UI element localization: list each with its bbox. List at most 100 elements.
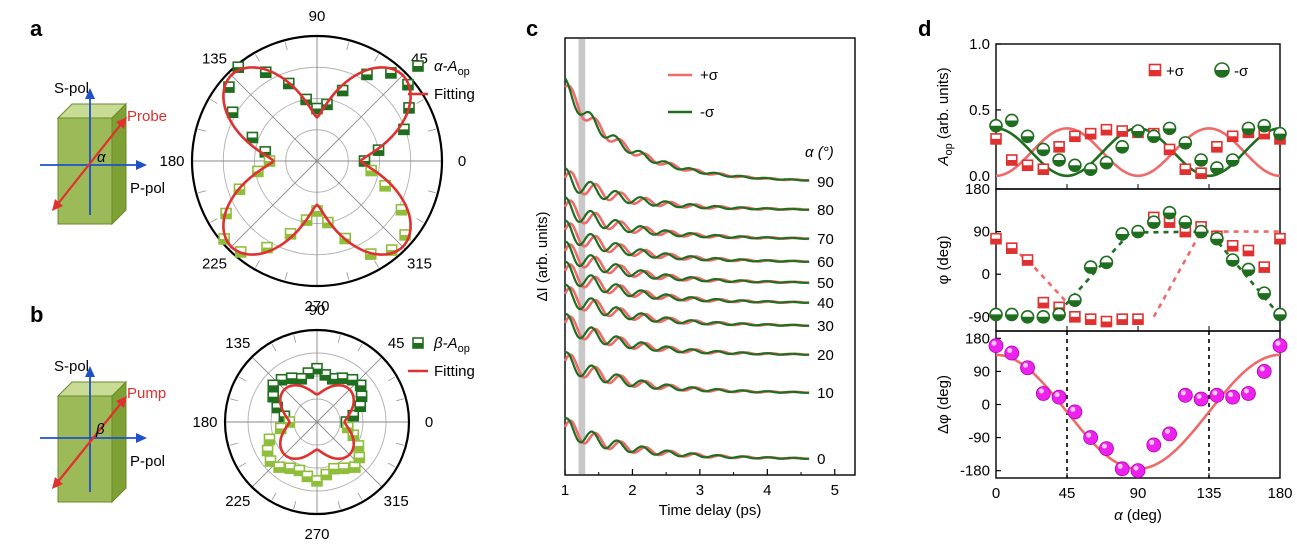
data-point-plus-fill bbox=[1022, 165, 1033, 171]
data-point-plus-fill bbox=[1006, 248, 1017, 254]
trace-minus bbox=[564, 219, 810, 263]
data-point-minus-fill bbox=[1147, 136, 1160, 143]
data-point-fill bbox=[252, 171, 263, 177]
data-point-minus-fill bbox=[1132, 131, 1144, 137]
data-point-minus-fill bbox=[1274, 314, 1286, 321]
polar-angle-label: 225 bbox=[202, 256, 227, 273]
x-axis-label-symbol: α bbox=[1114, 507, 1123, 524]
polar-minor-tick bbox=[210, 218, 218, 223]
trace-offset-label: 20 bbox=[817, 347, 834, 364]
polar-angle-label: 135 bbox=[225, 335, 250, 352]
y-axis-label-suffix: (arb. units) bbox=[935, 67, 952, 143]
data-point-fill bbox=[321, 474, 332, 480]
polar-minor-tick bbox=[387, 376, 396, 382]
data-point-fill bbox=[321, 104, 332, 110]
s-pol-label: S-pol bbox=[54, 358, 89, 375]
data-point-fill bbox=[223, 87, 234, 93]
probe-label: Probe bbox=[127, 108, 167, 125]
legend-marker-data-fill bbox=[413, 66, 423, 71]
data-point-minus-fill bbox=[1100, 162, 1113, 169]
data-point-fill bbox=[396, 209, 407, 215]
polar-minor-tick bbox=[337, 501, 341, 510]
panel-label-a: a bbox=[30, 16, 43, 41]
data-point-minus-fill bbox=[1084, 169, 1097, 176]
polar-minor-tick bbox=[255, 260, 260, 268]
polar-angle-label: 135 bbox=[202, 50, 227, 67]
fit-curve bbox=[222, 66, 412, 256]
pump-arrowhead-1 bbox=[116, 396, 127, 408]
data-point-minus-fill bbox=[1037, 149, 1050, 156]
polar-angle-label: 270 bbox=[304, 298, 329, 315]
polar-minor-tick bbox=[346, 42, 350, 51]
polar-minor-tick bbox=[337, 334, 341, 343]
data-point bbox=[1177, 387, 1193, 403]
data-point-minus-fill bbox=[1053, 160, 1066, 166]
data-point-fill bbox=[312, 108, 322, 114]
data-point-fill bbox=[340, 238, 351, 244]
y-tick-label: 90 bbox=[973, 363, 990, 380]
legend-label-minus: -σ bbox=[1234, 63, 1249, 80]
data-point-highlight bbox=[1054, 392, 1060, 398]
trace-offset-label: 90 bbox=[817, 174, 834, 191]
trace-plus bbox=[563, 419, 810, 461]
polar-minor-tick bbox=[255, 54, 260, 62]
s-pol-arrowhead bbox=[85, 366, 95, 377]
data-point-highlight bbox=[1243, 388, 1249, 394]
data-point-minus-fill bbox=[1084, 267, 1097, 274]
polar-minor-tick bbox=[293, 334, 297, 343]
x-tick-label: 90 bbox=[1130, 485, 1147, 502]
data-point-minus-fill bbox=[1242, 269, 1255, 276]
data-point-plus-fill bbox=[1006, 160, 1017, 165]
panel-label-d: d bbox=[918, 16, 931, 41]
x-tick-label: 3 bbox=[696, 482, 704, 499]
x-axis-label: Time delay (ps) bbox=[659, 502, 762, 519]
legend-marker-plus-fill bbox=[1149, 70, 1161, 76]
data-point-fill bbox=[312, 211, 322, 216]
polar-outer-ring bbox=[190, 34, 444, 288]
data-point-minus-fill bbox=[1132, 231, 1144, 238]
data-point-fill bbox=[328, 468, 339, 474]
polar-minor-tick bbox=[416, 218, 424, 223]
legend-label-sub: op bbox=[458, 343, 470, 355]
data-point-fill bbox=[303, 373, 314, 379]
y-tick-label: 1.0 bbox=[969, 36, 990, 53]
pump-arrow bbox=[56, 401, 123, 484]
data-point-fill bbox=[260, 72, 271, 78]
y-axis-label-sub: op bbox=[943, 143, 955, 155]
data-point-fill bbox=[235, 251, 246, 257]
p-pol-arrowhead bbox=[136, 433, 147, 443]
data-point-plus-fill bbox=[1164, 149, 1175, 155]
data-point bbox=[1225, 389, 1241, 405]
amplitude-plot: 0.0 0.5 1.0 Aop (arb. units) +σ -σ bbox=[935, 36, 1287, 190]
data-point-highlight bbox=[1259, 366, 1265, 372]
x-tick-label: 135 bbox=[1196, 485, 1221, 502]
polar-minor-tick bbox=[284, 42, 288, 51]
data-point-fill bbox=[312, 480, 322, 486]
data-point-fill bbox=[402, 84, 413, 90]
probe-arrowhead-1 bbox=[116, 117, 127, 129]
data-point-fill bbox=[337, 90, 348, 96]
data-point-highlight bbox=[1133, 465, 1139, 471]
data-point-plus-fill bbox=[991, 238, 1001, 244]
data-point-minus-fill bbox=[1242, 128, 1255, 135]
data-point-fill bbox=[296, 378, 307, 384]
fit-curve bbox=[279, 384, 355, 460]
legend-label-main: α-A bbox=[434, 58, 458, 75]
legend-label-sub: op bbox=[458, 66, 470, 78]
data-point-highlight bbox=[1023, 362, 1029, 368]
data-point bbox=[1020, 360, 1035, 376]
data-point-minus-fill bbox=[1210, 167, 1223, 174]
polar-angle-label: 315 bbox=[384, 493, 409, 510]
data-point-fill bbox=[349, 467, 360, 473]
data-point-fill bbox=[276, 379, 287, 385]
data-point-highlight bbox=[1007, 348, 1013, 354]
data-point-fill bbox=[302, 476, 313, 482]
trace-offset-label: 60 bbox=[817, 254, 834, 271]
legend-label-plus: +σ bbox=[700, 67, 719, 84]
trace-minus bbox=[564, 240, 810, 284]
plot-frame bbox=[564, 37, 856, 476]
data-point-highlight bbox=[1101, 443, 1107, 449]
data-point-minus-fill bbox=[1037, 316, 1050, 323]
